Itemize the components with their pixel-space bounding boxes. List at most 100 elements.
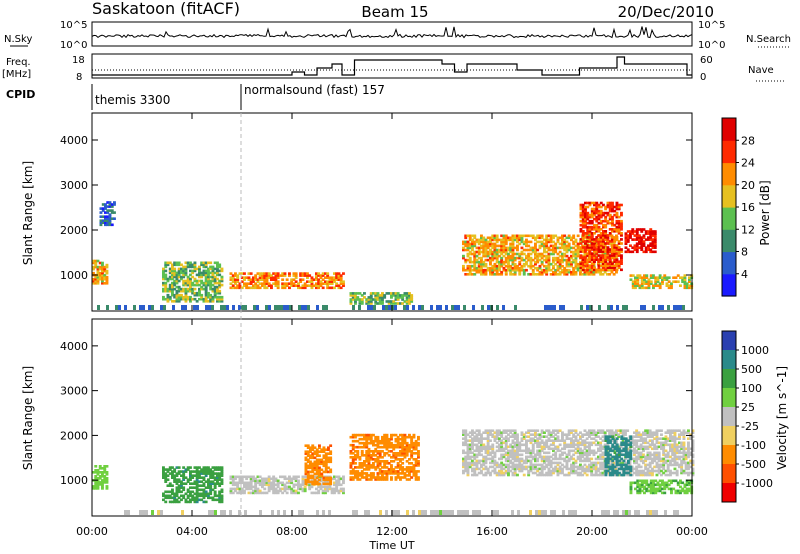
echo-cell bbox=[634, 276, 637, 279]
echo-cell bbox=[283, 274, 287, 277]
echo-cell bbox=[247, 282, 251, 285]
echo-cell bbox=[172, 305, 175, 310]
echo-cell bbox=[540, 441, 544, 445]
echo-cell bbox=[309, 474, 312, 478]
echo-cell bbox=[504, 469, 508, 473]
echo-cell bbox=[613, 260, 617, 263]
echo-cell bbox=[466, 244, 470, 248]
echo-cell bbox=[552, 260, 555, 264]
echo-cell bbox=[388, 305, 391, 310]
echo-cell bbox=[207, 267, 210, 271]
echo-cell bbox=[599, 449, 603, 453]
echo-cell bbox=[309, 466, 312, 470]
echo-cell bbox=[624, 240, 628, 243]
echo-cell bbox=[572, 246, 576, 250]
echo-cell bbox=[162, 271, 165, 275]
echo-cell bbox=[252, 475, 255, 479]
echo-cell bbox=[330, 280, 334, 283]
echo-cell bbox=[279, 475, 282, 479]
echo-cell bbox=[597, 211, 601, 215]
echo-cell bbox=[640, 280, 644, 283]
echo-cell bbox=[168, 496, 172, 500]
echo-cell bbox=[477, 248, 481, 252]
echo-cell bbox=[202, 265, 206, 269]
echo-cell bbox=[649, 230, 653, 233]
echo-cell bbox=[588, 252, 592, 255]
nave-label: Nave bbox=[748, 65, 774, 76]
echo-cell bbox=[540, 242, 544, 246]
echo-cell bbox=[104, 223, 107, 227]
echo-cell bbox=[354, 302, 357, 305]
echo-cell bbox=[635, 469, 639, 473]
echo-cell bbox=[243, 491, 246, 495]
echo-cell bbox=[310, 284, 314, 287]
echo-cell bbox=[516, 455, 519, 459]
echo-cell bbox=[509, 455, 513, 459]
echo-cell bbox=[299, 272, 303, 275]
echo-cell bbox=[558, 266, 562, 270]
echo-cell bbox=[207, 466, 210, 469]
echo-cell bbox=[615, 228, 619, 231]
echo-cell bbox=[204, 466, 208, 469]
echo-cell bbox=[518, 457, 522, 461]
echo-cell bbox=[326, 272, 330, 275]
echo-cell bbox=[495, 471, 499, 475]
echo-cell bbox=[204, 293, 208, 297]
echo-cell bbox=[468, 435, 472, 438]
echo-cell bbox=[462, 429, 465, 432]
echo-cell bbox=[256, 481, 260, 485]
echo-cell bbox=[511, 461, 515, 465]
echo-cell bbox=[594, 435, 598, 438]
echo-cell bbox=[383, 439, 387, 443]
echo-cell bbox=[636, 280, 640, 283]
echo-cell bbox=[313, 468, 317, 472]
echo-cell bbox=[414, 443, 418, 447]
echo-cell bbox=[507, 262, 510, 266]
echo-cell bbox=[489, 242, 492, 246]
echo-cell bbox=[113, 211, 116, 214]
echo-cell bbox=[309, 450, 312, 453]
echo-cell bbox=[306, 466, 310, 470]
echo-cell bbox=[585, 459, 589, 463]
echo-cell bbox=[180, 482, 183, 485]
echo-cell bbox=[633, 238, 637, 241]
echo-cell bbox=[272, 282, 276, 285]
echo-cell bbox=[543, 242, 546, 246]
echo-cell bbox=[328, 286, 332, 290]
echo-cell bbox=[579, 262, 583, 265]
echo-cell bbox=[184, 300, 188, 303]
echo-cell bbox=[611, 209, 614, 213]
echo-cell bbox=[220, 267, 224, 271]
echo-cell bbox=[482, 447, 486, 451]
echo-cell bbox=[294, 489, 298, 493]
echo-cell bbox=[489, 238, 492, 242]
echo-cell bbox=[166, 261, 170, 265]
echo-cell bbox=[608, 215, 612, 219]
echo-cell bbox=[101, 215, 105, 218]
echo-cell bbox=[576, 471, 580, 475]
echo-cell bbox=[365, 441, 369, 445]
echo-cell bbox=[531, 236, 535, 240]
echo-cell bbox=[186, 490, 190, 494]
echo-cell bbox=[547, 305, 550, 310]
echo-cell bbox=[162, 273, 165, 277]
echo-cell bbox=[354, 439, 357, 443]
echo-cell bbox=[166, 297, 170, 301]
echo-cell bbox=[579, 437, 582, 440]
echo-cell bbox=[177, 297, 181, 301]
echo-cell bbox=[561, 252, 564, 256]
echo-cell bbox=[378, 470, 382, 473]
echo-cell bbox=[576, 447, 580, 451]
echo-cell bbox=[390, 441, 393, 445]
echo-cell bbox=[549, 473, 553, 477]
echo-cell bbox=[184, 500, 188, 504]
echo-cell bbox=[175, 273, 179, 277]
echo-cell bbox=[534, 453, 537, 457]
echo-cell bbox=[220, 472, 224, 475]
echo-cell bbox=[545, 264, 549, 268]
echo-cell bbox=[213, 277, 217, 281]
echo-cell bbox=[288, 487, 291, 491]
echo-cell bbox=[294, 276, 298, 279]
echo-cell bbox=[649, 234, 653, 237]
echo-cell bbox=[473, 453, 477, 457]
